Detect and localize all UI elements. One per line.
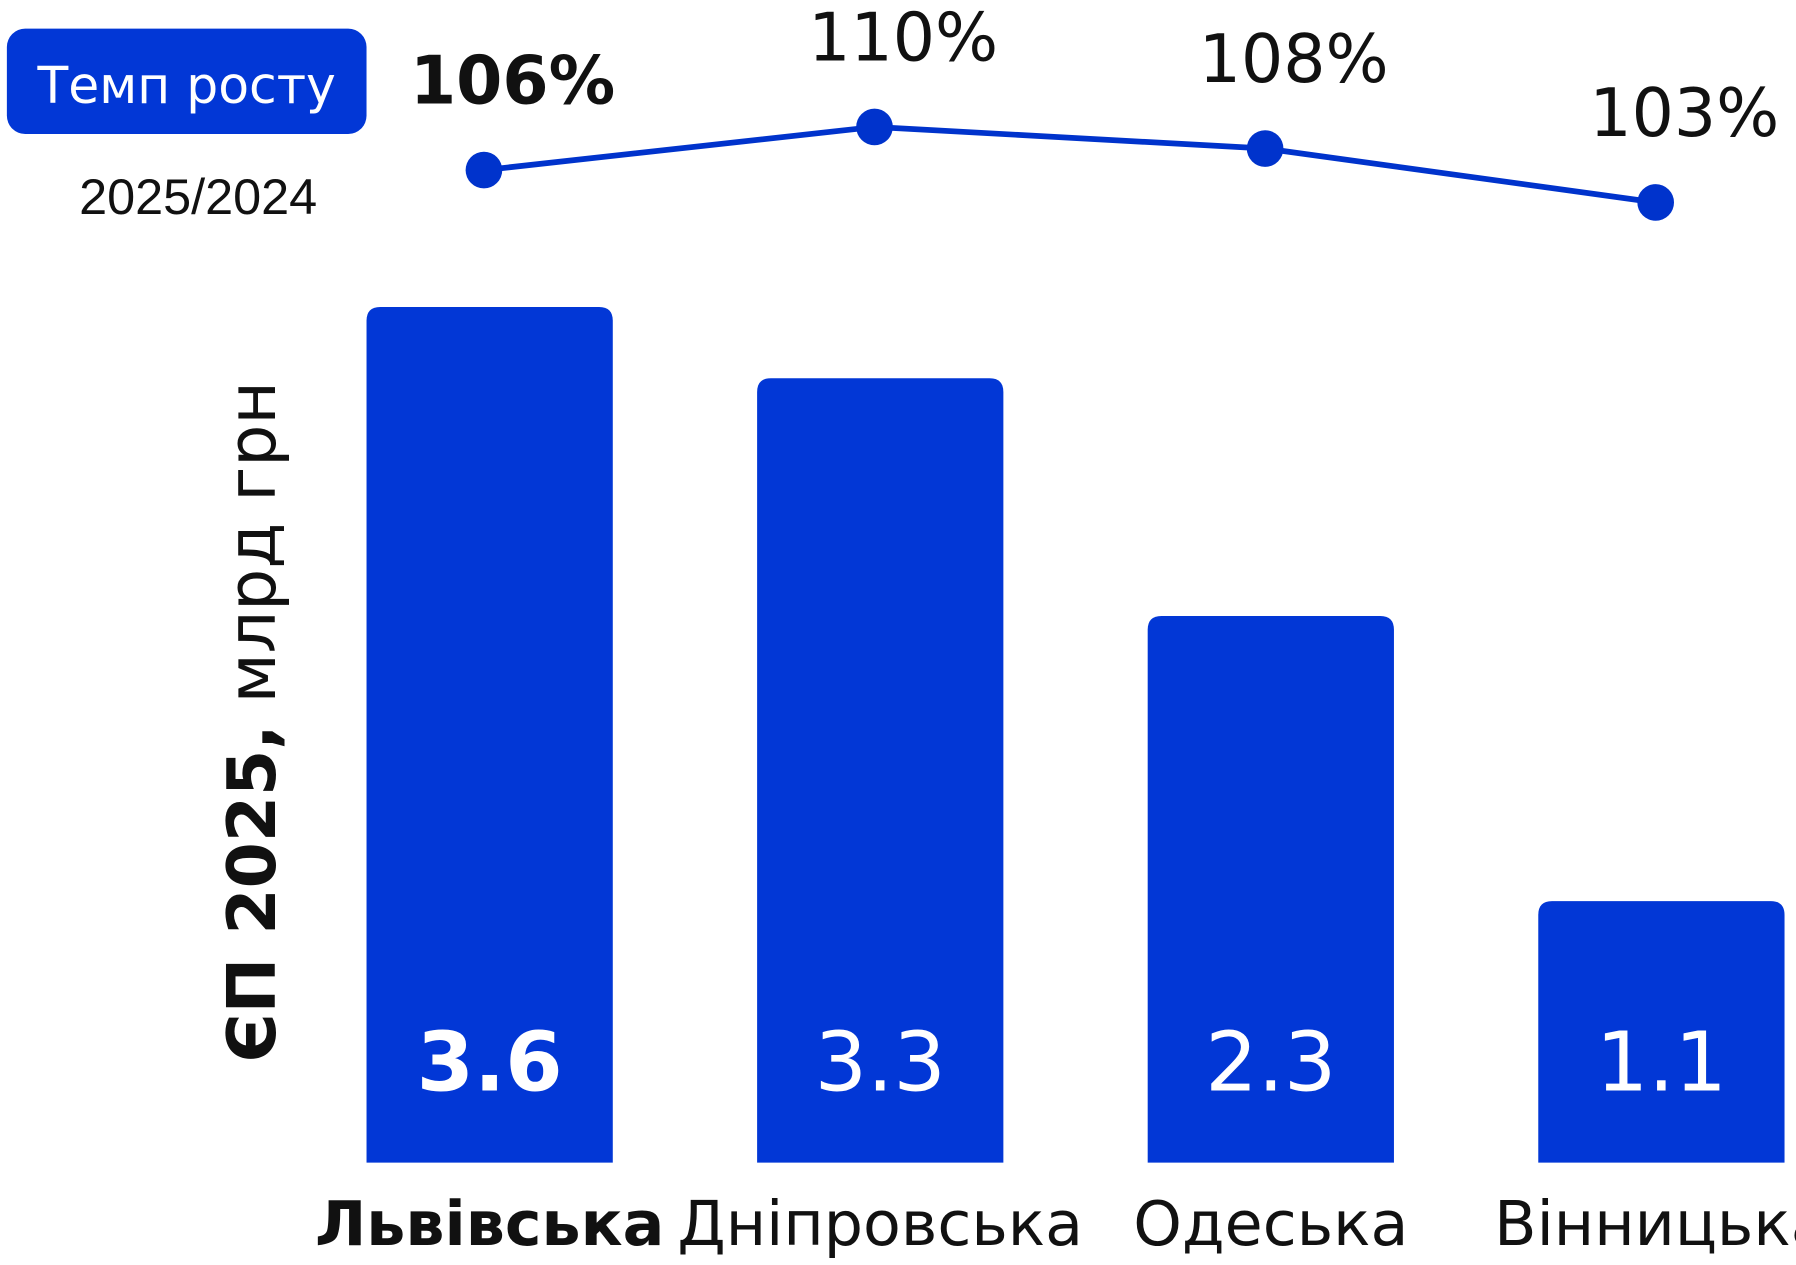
chart-body: Темп росту 2025/2024 ЄП 2025, млрд грн 3… <box>6 0 1796 1260</box>
legend-title: Темп росту <box>37 56 336 115</box>
growth-point <box>465 151 503 189</box>
y-axis-label-main: ЄП 2025, <box>213 725 291 1063</box>
growth-label: 106% <box>410 42 615 120</box>
growth-label: 108% <box>1199 20 1389 98</box>
growth-label: 103% <box>1589 74 1779 152</box>
growth-line <box>483 124 1657 206</box>
bar <box>366 306 613 1163</box>
y-axis-label-unit: млрд грн <box>213 381 291 703</box>
growth-point <box>856 108 893 146</box>
bar-value-label: 1.1 <box>1596 1014 1727 1110</box>
bar <box>1538 901 1785 1163</box>
growth-point <box>1246 130 1284 167</box>
growth-point <box>1637 184 1675 221</box>
x-tick-label: Вінницька <box>1494 1188 1796 1260</box>
bar <box>1147 615 1394 1163</box>
bar-value-label: 3.3 <box>815 1014 946 1110</box>
x-tick-label: Дніпровська <box>677 1188 1083 1260</box>
x-tick-label: Львівська <box>315 1188 664 1260</box>
y-axis-label: ЄП 2025, млрд грн <box>213 381 291 1062</box>
bar-value-label: 2.3 <box>1205 1014 1336 1110</box>
x-tick-label: Одеська <box>1133 1188 1408 1260</box>
legend-badge <box>6 28 367 135</box>
bar <box>757 378 1004 1163</box>
bar-value-label: 3.6 <box>417 1014 563 1110</box>
growth-label: 110% <box>808 0 998 77</box>
legend-subtitle: 2025/2024 <box>79 168 317 225</box>
